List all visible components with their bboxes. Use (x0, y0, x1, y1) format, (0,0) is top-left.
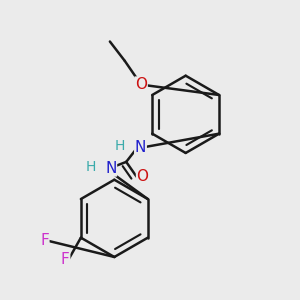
Text: F: F (40, 233, 49, 248)
Text: H: H (85, 160, 96, 174)
Text: F: F (61, 253, 70, 268)
Text: N: N (105, 161, 116, 176)
Text: O: O (135, 77, 147, 92)
Text: N: N (135, 140, 146, 155)
Text: O: O (136, 169, 148, 184)
Text: H: H (115, 139, 125, 152)
